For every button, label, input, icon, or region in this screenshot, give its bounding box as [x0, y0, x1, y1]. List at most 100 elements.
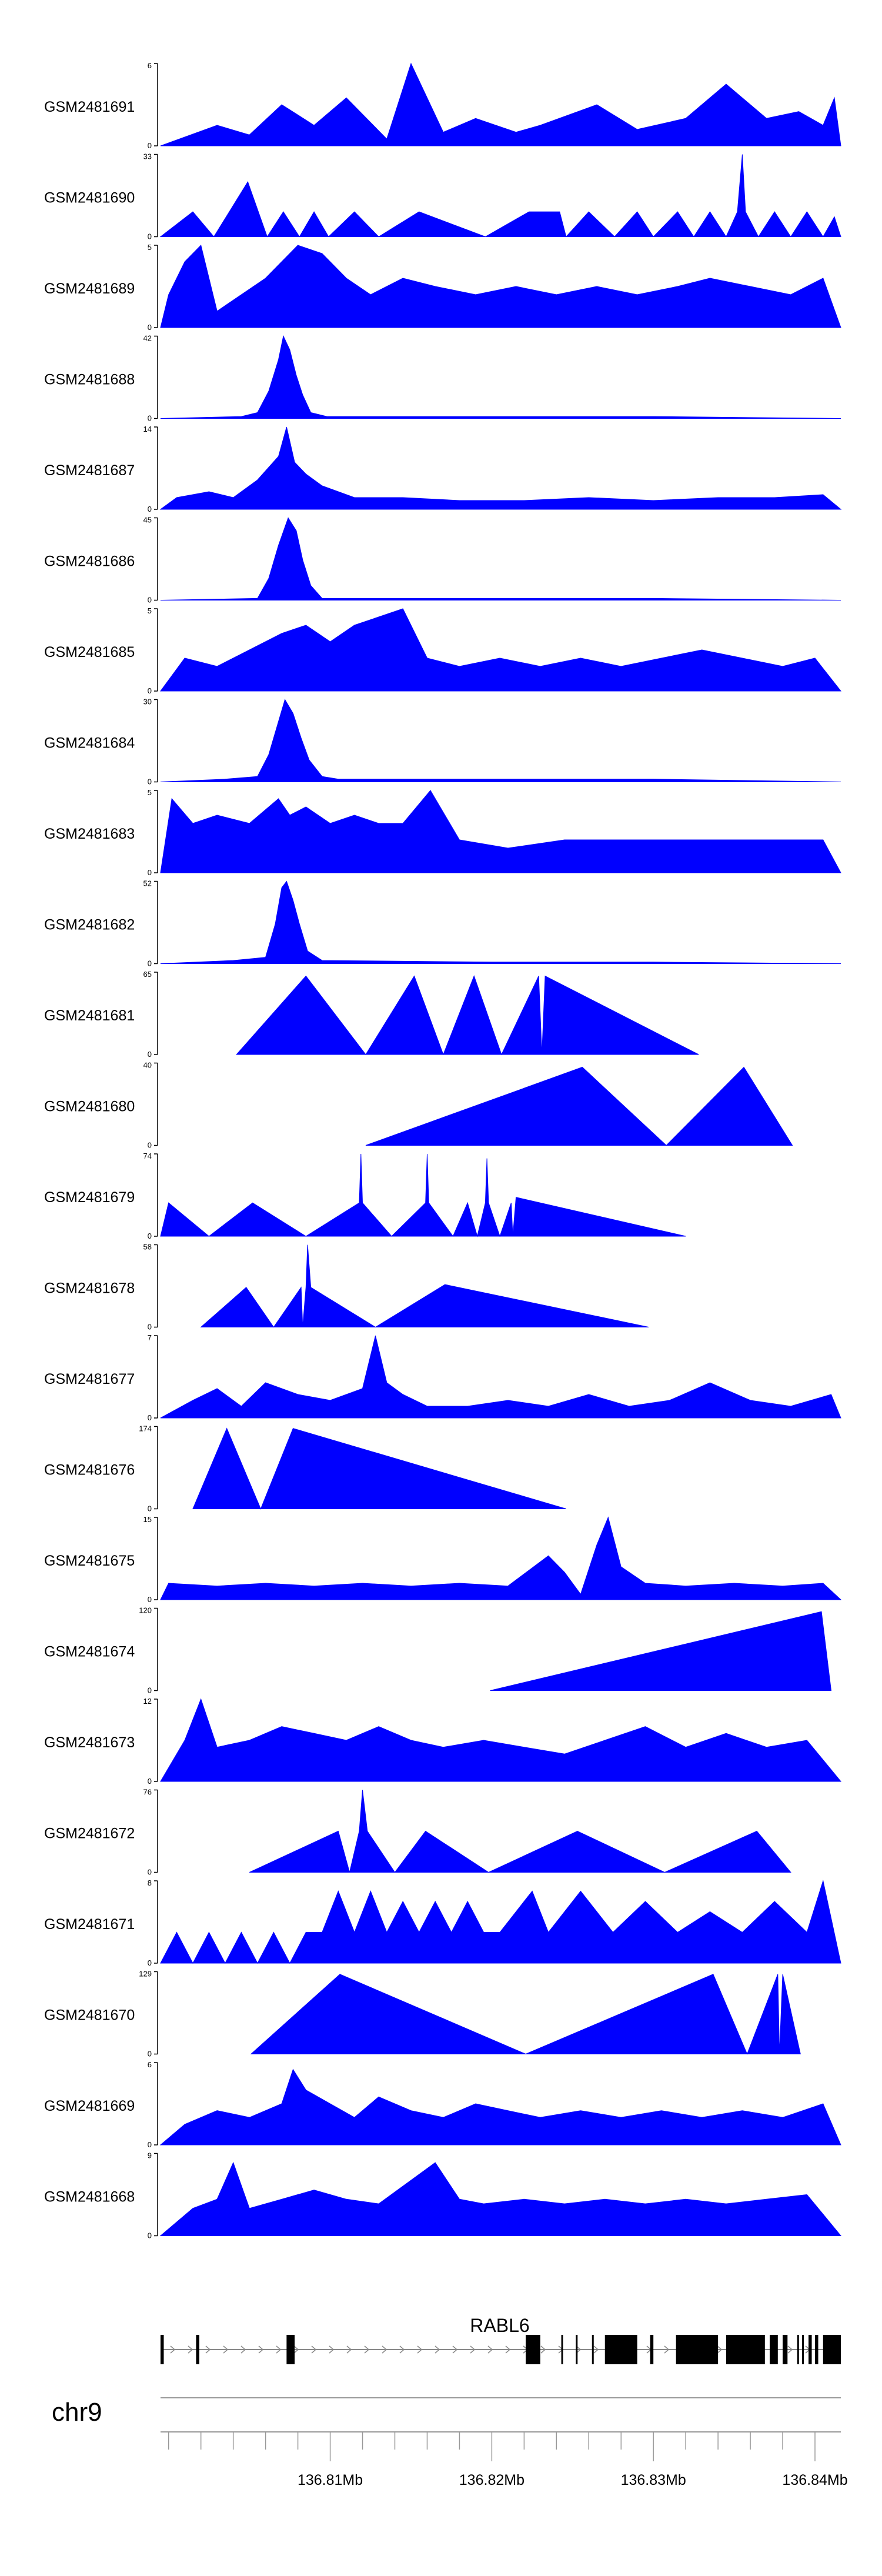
track-GSM2481672: GSM2481672 76 0: [44, 1788, 791, 1877]
exon: [823, 2335, 841, 2364]
track-label: GSM2481668: [44, 2189, 135, 2205]
track-label: GSM2481690: [44, 190, 135, 206]
exon: [815, 2335, 818, 2364]
y-tick-label-min: 0: [148, 1777, 152, 1786]
strand-arrow: [540, 2345, 546, 2354]
y-tick-label-min: 0: [148, 1958, 152, 1967]
exon: [783, 2335, 788, 2364]
exon: [526, 2335, 540, 2364]
exon: [576, 2335, 578, 2364]
coverage-area: [160, 245, 841, 328]
track-GSM2481674: GSM2481674 120 0: [44, 1606, 832, 1695]
coverage-area: [160, 1335, 841, 1419]
exon: [286, 2335, 295, 2364]
track-GSM2481686: GSM2481686 45 0: [44, 516, 841, 605]
track-label: GSM2481685: [44, 644, 135, 660]
y-tick-label-max: 65: [143, 970, 152, 979]
track-label: GSM2481683: [44, 826, 135, 842]
exon: [561, 2335, 563, 2364]
y-tick-label-max: 9: [148, 2151, 152, 2160]
track-GSM2481687: GSM2481687 14 0: [44, 425, 842, 513]
track-label: GSM2481689: [44, 281, 135, 297]
y-tick-label-min: 0: [148, 868, 152, 877]
y-tick-label-max: 15: [143, 1515, 152, 1524]
strand-arrow: [311, 2345, 317, 2354]
strand-arrow: [276, 2345, 282, 2354]
coverage-area: [200, 1244, 649, 1328]
track-GSM2481688: GSM2481688 42 0: [44, 334, 841, 423]
strand-arrow: [240, 2345, 246, 2354]
y-tick-label-min: 0: [148, 505, 152, 513]
strand-arrow: [258, 2345, 264, 2354]
strand-arrow: [364, 2345, 370, 2354]
strand-arrow: [223, 2345, 229, 2354]
y-tick-label-max: 5: [148, 788, 152, 797]
strand-arrow: [170, 2345, 176, 2354]
exon: [592, 2335, 594, 2364]
y-tick-label-max: 6: [148, 61, 152, 70]
track-GSM2481684: GSM2481684 30 0: [44, 698, 841, 786]
track-label: GSM2481674: [44, 1644, 135, 1660]
strand-arrow: [505, 2345, 511, 2354]
y-tick-label-min: 0: [148, 778, 152, 786]
exon: [726, 2335, 765, 2364]
y-tick-label-min: 0: [148, 2231, 152, 2240]
y-tick-label-max: 52: [143, 879, 152, 888]
y-tick-label-min: 0: [148, 1050, 152, 1059]
coverage-area: [160, 335, 841, 419]
coverage-area: [160, 699, 841, 782]
strand-arrow: [664, 2345, 670, 2354]
track-label: GSM2481687: [44, 462, 135, 479]
track-GSM2481676: GSM2481676 174 0: [44, 1424, 566, 1513]
y-tick-label-max: 120: [139, 1606, 152, 1615]
y-tick-label-min: 0: [148, 1595, 152, 1604]
coverage-area: [160, 608, 842, 692]
y-tick-label-max: 58: [143, 1243, 152, 1252]
y-tick-label-max: 5: [148, 606, 152, 615]
track-label: GSM2481669: [44, 2098, 135, 2114]
track-GSM2481691: GSM2481691 6 0: [44, 61, 841, 150]
coverage-area: [160, 1698, 842, 1782]
y-tick-label-min: 0: [148, 323, 152, 332]
strand-arrow: [435, 2345, 440, 2354]
track-label: GSM2481684: [44, 735, 135, 752]
y-tick-label-min: 0: [148, 1504, 152, 1513]
track-label: GSM2481686: [44, 553, 135, 570]
track-label: GSM2481671: [44, 1916, 135, 1933]
coverage-area: [236, 975, 699, 1056]
track-label: GSM2481688: [44, 372, 135, 388]
y-tick-label-min: 0: [148, 2050, 152, 2058]
strand-arrow: [346, 2345, 352, 2354]
gene-model-track: RABL6: [161, 2315, 841, 2364]
y-tick-label-min: 0: [148, 1323, 152, 1332]
y-tick-label-max: 30: [143, 698, 152, 706]
track-GSM2481689: GSM2481689 5 0: [44, 243, 841, 332]
coverage-area: [160, 790, 841, 873]
strand-arrow: [329, 2345, 335, 2354]
exon: [676, 2335, 719, 2364]
strand-arrow: [576, 2345, 582, 2354]
y-tick-label-min: 0: [148, 1686, 152, 1695]
track-label: GSM2481678: [44, 1280, 135, 1297]
strand-arrow: [787, 2345, 793, 2354]
y-tick-label-max: 6: [148, 2060, 152, 2069]
track-GSM2481668: GSM2481668 9 0: [44, 2151, 842, 2240]
strand-arrow: [593, 2345, 599, 2354]
coverage-area: [192, 1427, 566, 1510]
track-label: GSM2481672: [44, 1826, 135, 1842]
y-tick-label-max: 129: [139, 1970, 152, 1978]
track-GSM2481683: GSM2481683 5 0: [44, 788, 841, 877]
coverage-area: [160, 1516, 842, 1600]
y-tick-label-min: 0: [148, 959, 152, 968]
y-tick-label-min: 0: [148, 232, 152, 241]
track-label: GSM2481682: [44, 917, 135, 933]
y-tick-label-max: 42: [143, 334, 152, 343]
track-label: GSM2481676: [44, 1462, 135, 1479]
y-tick-label-max: 14: [143, 425, 152, 433]
exon: [808, 2335, 812, 2364]
strand-arrow: [417, 2345, 423, 2354]
coverage-area: [160, 517, 841, 600]
chromosome-label: chr9: [52, 2398, 102, 2427]
track-label: GSM2481679: [44, 1189, 135, 1206]
